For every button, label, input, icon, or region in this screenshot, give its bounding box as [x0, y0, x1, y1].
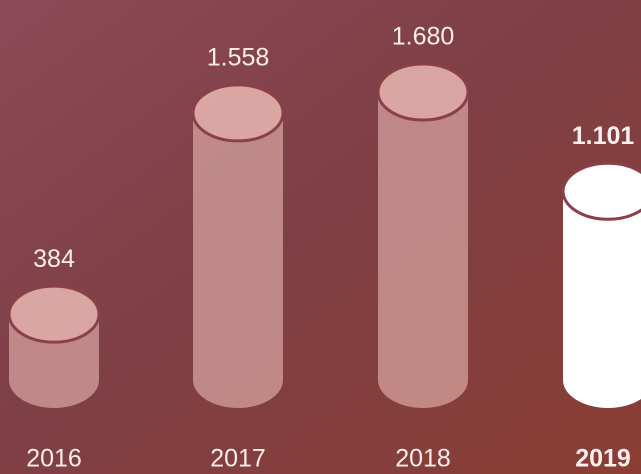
x-tick-label: 2016: [26, 445, 82, 473]
x-tick-label: 2019: [575, 445, 631, 473]
x-tick-label: 2017: [210, 445, 266, 473]
bar-top: [376, 62, 470, 122]
bar: [193, 84, 283, 408]
bar-top: [191, 83, 285, 143]
value-label: 1.558: [207, 44, 270, 72]
value-label: 384: [33, 245, 75, 273]
bar-top: [561, 161, 641, 221]
bar: [378, 64, 468, 408]
bar-top: [7, 284, 101, 344]
x-tick-label: 2018: [395, 445, 451, 473]
value-label: 1.680: [392, 23, 455, 51]
bar: [563, 163, 641, 408]
value-label: 1.101: [572, 122, 635, 150]
